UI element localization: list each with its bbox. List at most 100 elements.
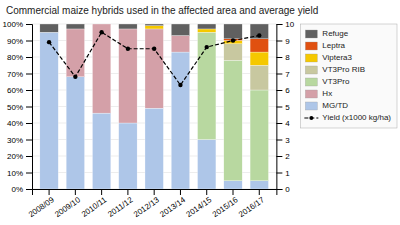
tick-mark: [26, 57, 32, 58]
tick: 2009/10: [53, 189, 82, 219]
tick-mark: [101, 189, 102, 195]
tick-label: 2013/14: [158, 195, 187, 219]
tick: 0%: [11, 185, 32, 194]
tick: 3: [276, 136, 290, 145]
bar-series: [224, 39, 269, 52]
legend-label: Leptra: [322, 41, 345, 50]
legend-swatch: [305, 78, 317, 86]
tick-mark: [26, 156, 32, 157]
bar: [250, 52, 268, 65]
tick-mark: [26, 24, 32, 25]
tick-label: 1: [285, 169, 290, 178]
bar: [92, 24, 110, 25]
tick-label: 40%: [7, 119, 23, 128]
tick: 20%: [7, 152, 32, 161]
tick-mark: [26, 140, 32, 141]
tick-label: 2016/17: [237, 195, 266, 219]
bar-series: [66, 24, 189, 123]
tick: 2016/17: [237, 189, 266, 219]
marker: [126, 47, 130, 51]
legend-item: VT3Pro: [305, 77, 350, 86]
tick-label: 5: [285, 103, 290, 112]
bar: [40, 32, 58, 189]
bar: [145, 26, 163, 29]
tick-mark: [276, 173, 282, 174]
legend-swatch: [305, 42, 317, 50]
tick-mark: [259, 189, 260, 195]
tick: 100%: [3, 20, 32, 29]
tick: 2011/12: [106, 189, 135, 219]
tick: 80%: [7, 53, 32, 62]
legend-item: Hx: [305, 89, 332, 98]
tick: 2010/11: [80, 189, 109, 219]
tick: 50%: [7, 103, 32, 112]
tick: 4: [276, 119, 290, 128]
x-axis: 2008/092009/102010/112011/122012/132013/…: [27, 189, 277, 219]
bar: [145, 29, 163, 108]
tick: 2013/14: [158, 189, 187, 219]
tick-mark: [26, 107, 32, 108]
line: [49, 32, 259, 85]
bar: [224, 181, 242, 189]
tick-mark: [26, 90, 32, 91]
tick-mark: [276, 107, 282, 108]
tick-label: 3: [285, 136, 290, 145]
tick: 2012/13: [132, 189, 161, 219]
tick-mark: [206, 189, 207, 195]
tick-mark: [26, 173, 32, 174]
legend-label: Refuge: [322, 29, 348, 38]
tick: 6: [276, 86, 290, 95]
tick-mark: [276, 140, 282, 141]
legend-label: VT3Pro RIB: [322, 65, 365, 74]
tick-label: 2: [285, 152, 290, 161]
tick-mark: [276, 74, 282, 75]
tick-mark: [127, 189, 128, 195]
bar: [250, 39, 268, 52]
tick-mark: [276, 123, 282, 124]
tick: 2014/15: [185, 189, 214, 219]
legend-swatch: [305, 30, 317, 38]
legend-item: Viptera3: [305, 53, 352, 62]
tick-label: 10%: [7, 169, 23, 178]
tick-mark: [26, 123, 32, 124]
tick-label: 80%: [7, 53, 23, 62]
bar: [66, 24, 84, 29]
bar: [250, 181, 268, 189]
axis-line: [277, 25, 283, 190]
tick-mark: [75, 189, 76, 195]
bar: [66, 77, 84, 189]
legend: RefugeLeptraViptera3VT3Pro RIBVT3ProHxMG…: [300, 24, 397, 128]
bar: [198, 32, 216, 139]
tick-label: 2015/16: [211, 195, 240, 219]
tick: 90%: [7, 37, 32, 46]
bar: [250, 90, 268, 181]
tick: 70%: [7, 70, 32, 79]
tick-label: 70%: [7, 70, 23, 79]
legend-swatch: [305, 102, 317, 110]
tick: 8: [276, 53, 290, 62]
tick-label: 0%: [11, 185, 23, 194]
legend-item: VT3Pro RIB: [305, 65, 365, 74]
marker: [73, 75, 77, 79]
tick-mark: [276, 41, 282, 42]
bar: [198, 24, 216, 29]
bar: [119, 123, 137, 189]
tick: 30%: [7, 136, 32, 145]
bar: [171, 36, 189, 53]
tick: 9: [276, 37, 290, 46]
axis-line: [26, 25, 33, 190]
tick-label: 2011/12: [106, 195, 135, 219]
tick: 5: [276, 103, 290, 112]
tick-mark: [49, 189, 50, 195]
tick-mark: [180, 189, 181, 195]
tick-label: 9: [285, 37, 290, 46]
legend-item: Yield (x1000 kg/ha): [304, 113, 391, 122]
tick-mark: [26, 74, 32, 75]
tick-label: 7: [285, 70, 290, 79]
legend-swatch: [305, 54, 317, 62]
legend-label: Yield (x1000 kg/ha): [322, 113, 391, 122]
bar: [92, 113, 110, 189]
tick: 40%: [7, 119, 32, 128]
bar: [224, 44, 242, 61]
bar: [171, 24, 189, 36]
